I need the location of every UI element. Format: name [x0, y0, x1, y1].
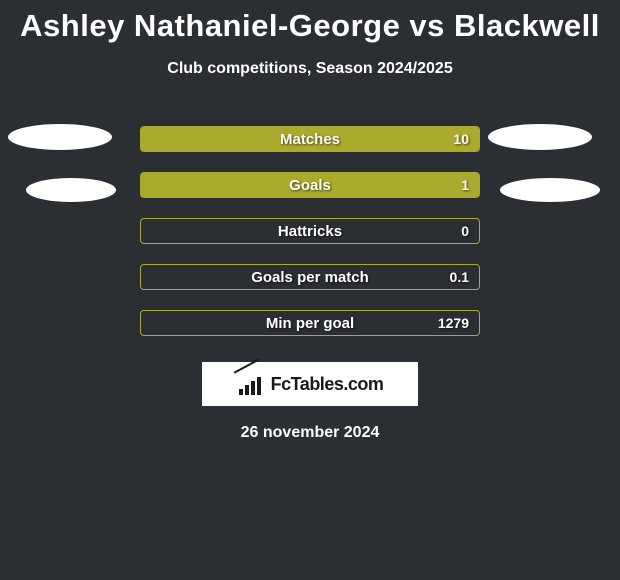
- decorative-oval: [26, 178, 116, 202]
- stat-bar-min-per-goal: Min per goal 1279: [140, 310, 480, 336]
- comparison-chart: Matches 10 Goals 1 Hattricks 0 Goals per…: [0, 116, 620, 346]
- decorative-oval: [500, 178, 600, 202]
- stat-value: 1: [461, 177, 469, 193]
- subtitle: Club competitions, Season 2024/2025: [0, 60, 620, 78]
- stat-row: Goals per match 0.1: [0, 254, 620, 300]
- stat-bar-matches: Matches 10: [140, 126, 480, 152]
- decorative-oval: [8, 124, 112, 150]
- stat-label: Goals per match: [251, 269, 369, 286]
- stat-bar-hattricks: Hattricks 0: [140, 218, 480, 244]
- stat-label: Goals: [289, 177, 331, 194]
- stat-value: 1279: [438, 315, 469, 331]
- decorative-oval: [488, 124, 592, 150]
- stat-label: Min per goal: [266, 315, 354, 332]
- stat-value: 0.1: [450, 269, 469, 285]
- stat-label: Matches: [280, 131, 340, 148]
- page-title: Ashley Nathaniel-George vs Blackwell: [0, 0, 620, 44]
- logo-text: FcTables.com: [271, 374, 384, 395]
- date-text: 26 november 2024: [0, 424, 620, 442]
- stat-value: 10: [453, 131, 469, 147]
- stat-value: 0: [461, 223, 469, 239]
- stat-label: Hattricks: [278, 223, 342, 240]
- logo-chart-icon: [237, 373, 265, 395]
- stat-bar-goals: Goals 1: [140, 172, 480, 198]
- stat-row: Hattricks 0: [0, 208, 620, 254]
- stat-row: Min per goal 1279: [0, 300, 620, 346]
- fctables-logo: FcTables.com: [202, 362, 418, 406]
- stat-bar-goals-per-match: Goals per match 0.1: [140, 264, 480, 290]
